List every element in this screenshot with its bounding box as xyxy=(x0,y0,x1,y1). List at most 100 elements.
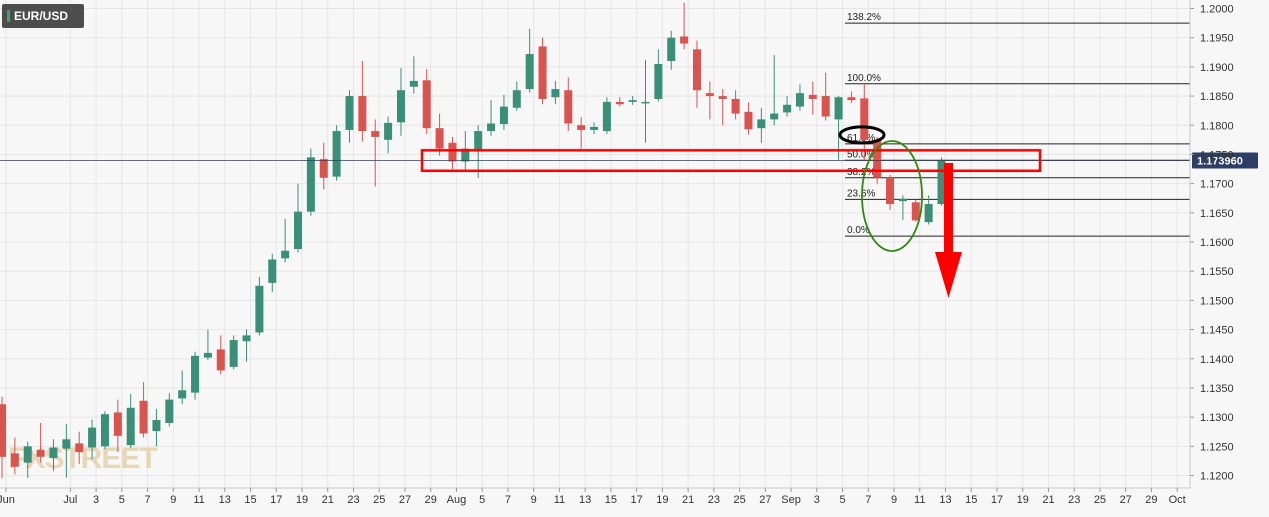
candle-body xyxy=(783,104,792,113)
symbol-badge[interactable]: EUR/USD xyxy=(2,4,84,28)
fib-level-label: 100.0% xyxy=(847,73,881,84)
x-tick-label: Aug xyxy=(447,494,467,506)
candle-body xyxy=(911,202,920,221)
candle-body xyxy=(718,96,727,99)
candle-body xyxy=(499,106,508,125)
y-tick-label: 1.1800 xyxy=(1200,120,1234,132)
candle-body xyxy=(898,198,907,202)
candle-body xyxy=(834,97,843,120)
grid-layer xyxy=(0,0,1190,488)
y-tick-label: 1.1550 xyxy=(1200,266,1234,278)
chart-symbol-icon xyxy=(7,10,10,22)
x-tick-label: 11 xyxy=(193,494,204,506)
candle-body xyxy=(229,340,238,367)
candle-body xyxy=(255,285,264,333)
candle-body xyxy=(216,349,225,371)
candle-body xyxy=(268,259,277,283)
candle-body xyxy=(178,390,187,399)
x-tick-label: 15 xyxy=(605,494,617,506)
x-tick-label: 11 xyxy=(914,494,925,506)
candle-body xyxy=(203,352,212,358)
y-tick-label: 1.2000 xyxy=(1200,4,1234,16)
x-tick-label: 13 xyxy=(579,494,591,506)
y-tick-label: 1.1650 xyxy=(1200,208,1234,220)
candle-body xyxy=(242,335,251,342)
x-tick-label: 17 xyxy=(991,494,1003,506)
x-tick-label: 21 xyxy=(1042,494,1054,506)
candle-body xyxy=(705,93,714,97)
candle-body xyxy=(808,94,817,99)
candle-body xyxy=(191,355,200,393)
candle-body xyxy=(36,449,45,457)
candle-body xyxy=(75,443,84,453)
candle-body xyxy=(409,80,418,87)
candle-body xyxy=(860,98,869,140)
candle-body xyxy=(49,447,58,458)
fib-level-label: 138.2% xyxy=(847,12,881,23)
candle-body xyxy=(590,127,599,130)
resistance-zone-box xyxy=(420,149,1042,173)
down-arrow-shaft xyxy=(944,163,953,253)
candle-body xyxy=(487,123,496,132)
x-tick-label: 3 xyxy=(814,494,820,506)
candle-body xyxy=(358,96,367,132)
candle-body xyxy=(525,54,534,90)
candle-body xyxy=(126,407,135,446)
candle-body xyxy=(384,122,393,140)
x-tick-label: 9 xyxy=(531,494,537,506)
x-tick-label: 5 xyxy=(119,494,125,506)
symbol-label: EUR/USD xyxy=(14,9,69,23)
candle-body xyxy=(641,101,650,104)
candle-body xyxy=(577,125,586,130)
candle-body xyxy=(551,89,560,98)
candle-body xyxy=(281,250,290,259)
candle-body xyxy=(88,427,97,448)
candle-body xyxy=(847,97,856,101)
x-tick-label: 23 xyxy=(347,494,359,506)
x-tick-label: 25 xyxy=(733,494,745,506)
candle-body xyxy=(615,101,624,105)
current-price-badge xyxy=(1192,152,1258,169)
candle-body xyxy=(667,37,676,62)
x-tick-label: Jun xyxy=(0,494,15,506)
candle-body xyxy=(731,98,740,114)
x-tick-label: 15 xyxy=(965,494,977,506)
candle-body xyxy=(744,111,753,130)
x-tick-label: 19 xyxy=(296,494,308,506)
candle-body xyxy=(692,49,701,91)
down-arrow-head xyxy=(935,252,962,298)
y-tick-label: 1.1400 xyxy=(1200,354,1234,366)
candle-body xyxy=(538,46,547,99)
y-tick-label: 1.1350 xyxy=(1200,383,1234,395)
y-tick-label: 1.1600 xyxy=(1200,237,1234,249)
candle-body xyxy=(152,420,161,432)
y-tick-label: 1.1700 xyxy=(1200,179,1234,191)
candle-layer xyxy=(0,2,946,479)
x-tick-label: Sep xyxy=(781,494,801,506)
candle-body xyxy=(654,63,663,99)
x-tick-label: 21 xyxy=(322,494,334,506)
candle-body xyxy=(886,177,895,205)
candle-body xyxy=(396,90,405,123)
x-tick-label: 9 xyxy=(170,494,176,506)
x-tick-label: 23 xyxy=(708,494,720,506)
candle-body xyxy=(319,159,328,178)
candle-body xyxy=(924,204,933,223)
x-tick-label: 7 xyxy=(505,494,511,506)
candle-body xyxy=(873,139,882,178)
candle-body xyxy=(461,148,470,162)
y-tick-label: 1.1300 xyxy=(1200,412,1234,424)
candle-body xyxy=(474,131,483,152)
candle-body xyxy=(332,131,341,177)
latest-candles-ellipse xyxy=(861,140,923,252)
y-tick-label: 1.1200 xyxy=(1200,471,1234,483)
candle-body xyxy=(306,157,315,212)
fibonacci-layer: 138.2%100.0%61.8%50.0%38.2%23.6%0.0% xyxy=(845,12,1190,237)
y-axis: 1.2000 1.1950 1.1900 1.1850 1.1800 1.1750 1.17… xyxy=(1189,0,1234,488)
fib-level-label: 50.0% xyxy=(847,149,875,160)
x-tick-label: 29 xyxy=(1145,494,1157,506)
x-tick-label: 17 xyxy=(631,494,643,506)
fib-level-label: 0.0% xyxy=(847,225,870,236)
